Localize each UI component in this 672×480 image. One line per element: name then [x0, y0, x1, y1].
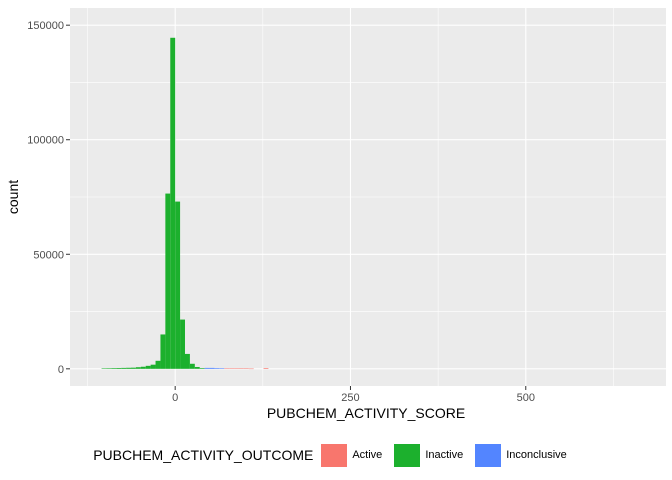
x-axis-ticks: 0 250 500: [172, 386, 535, 404]
histogram-bar-inconclusive: [209, 367, 215, 369]
y-tick-label: 0: [58, 364, 64, 376]
histogram-bar-inactive: [145, 365, 151, 369]
histogram-bar-active: [224, 368, 230, 369]
y-axis-label: count: [5, 180, 21, 214]
bars: [101, 37, 269, 370]
legend-item-inactive: Inactive: [394, 443, 464, 467]
histogram-bar-active: [229, 368, 235, 369]
histogram-bar-inactive: [101, 368, 107, 369]
legend-key-inconclusive: [475, 443, 502, 467]
x-tick-label: 500: [517, 392, 535, 404]
histogram-bar-inconclusive: [204, 367, 210, 369]
histogram-bar-inactive: [160, 334, 166, 369]
y-axis-ticks: 0 50000 100000 150000: [27, 20, 70, 376]
y-tick-label: 150000: [27, 20, 64, 32]
histogram-bar-inactive: [175, 201, 181, 369]
legend-key-inactive: [394, 443, 421, 467]
histogram-bar-inactive: [155, 360, 161, 369]
histogram-bar-inactive: [184, 353, 190, 369]
x-axis-label: PUBCHEM_ACTIVITY_SCORE: [267, 405, 465, 421]
histogram-bar-inconclusive: [214, 368, 220, 369]
histogram-bar-inactive: [121, 367, 127, 369]
x-tick-label: 250: [341, 392, 359, 404]
histogram-bar-inactive: [165, 193, 171, 369]
legend-item-inconclusive: Inconclusive: [475, 443, 567, 467]
legend: PUBCHEM_ACTIVITY_OUTCOME Active Inactive…: [0, 440, 672, 470]
legend-item-active: Active: [321, 443, 383, 467]
y-tick-label: 100000: [27, 135, 64, 147]
histogram-bar-inconclusive: [219, 368, 225, 369]
histogram-bar-active: [234, 368, 239, 369]
histogram-bar-active: [248, 368, 254, 370]
histogram-bar-inactive: [116, 368, 122, 369]
legend-label-inconclusive: Inconclusive: [506, 449, 567, 461]
histogram-bar-inactive: [111, 368, 117, 369]
legend-label-active: Active: [352, 449, 383, 461]
legend-label-inactive: Inactive: [425, 449, 464, 461]
legend-title: PUBCHEM_ACTIVITY_OUTCOME: [93, 447, 314, 463]
histogram-bar-inactive: [194, 366, 200, 369]
y-tick-label: 50000: [33, 249, 64, 261]
histogram-bar-inactive: [106, 368, 112, 369]
histogram-bar-active: [238, 368, 244, 369]
histogram-bar-inactive: [189, 363, 195, 369]
histogram-bar-inactive: [170, 37, 176, 369]
legend-key-active: [321, 443, 348, 467]
histogram-bar-inactive: [150, 364, 156, 369]
histogram-bar-active: [263, 368, 269, 369]
histogram-bar-inactive: [140, 366, 146, 369]
histogram-bar-inactive: [126, 367, 132, 369]
x-tick-label: 0: [172, 392, 178, 404]
histogram-bar-inactive: [180, 319, 185, 369]
histogram-bar-active: [243, 368, 249, 369]
histogram-bar-inactive: [199, 368, 205, 369]
histogram-bar-inactive: [135, 367, 141, 369]
minor-grid: [70, 8, 666, 386]
histogram-bar-inactive: [131, 367, 136, 369]
